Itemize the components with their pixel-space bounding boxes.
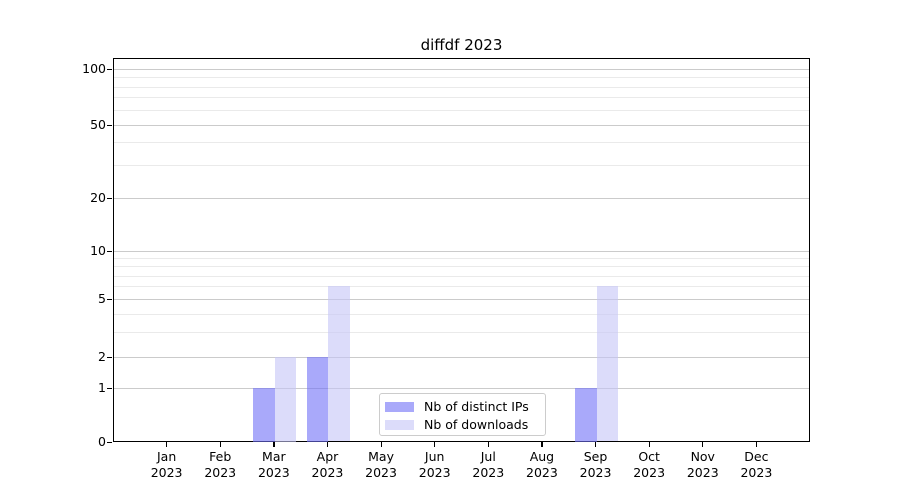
x-tick-label: Nov 2023	[686, 449, 719, 480]
legend-swatch-distinct-ips-icon	[385, 402, 414, 412]
x-tick-mark	[434, 442, 436, 447]
x-tick-label: Dec 2023	[740, 449, 773, 480]
y-tick-label: 2	[98, 349, 106, 364]
x-tick-label: Mar 2023	[257, 449, 290, 480]
minor-gridline	[114, 86, 809, 88]
minor-gridline	[114, 332, 809, 334]
y-tick-mark	[107, 197, 112, 199]
major-gridline	[114, 68, 809, 70]
bar-nb-of-downloads-sep	[596, 286, 619, 442]
x-tick-mark	[166, 442, 168, 447]
x-tick-mark	[648, 442, 650, 447]
major-gridline	[114, 250, 809, 252]
minor-gridline	[114, 313, 809, 315]
x-tick-label: Feb 2023	[204, 449, 237, 480]
bar-nb-of-distinct-ips-mar	[253, 387, 275, 442]
minor-gridline	[114, 258, 809, 260]
bar-nb-of-distinct-ips-sep	[575, 387, 597, 442]
minor-gridline	[114, 109, 809, 111]
y-tick-label: 50	[90, 117, 106, 132]
x-tick-mark	[702, 442, 704, 447]
x-tick-mark	[755, 442, 758, 447]
y-tick-mark	[107, 250, 112, 252]
minor-gridline	[114, 286, 809, 288]
major-gridline	[114, 197, 809, 199]
minor-gridline	[114, 142, 809, 144]
minor-gridline	[114, 165, 809, 167]
x-tick-mark	[541, 442, 543, 447]
x-tick-label: Jul 2023	[472, 449, 505, 480]
major-gridline	[114, 124, 809, 126]
y-tick-label: 1	[98, 380, 106, 395]
bar-nb-of-downloads-mar	[274, 356, 297, 442]
x-tick-mark	[219, 442, 221, 447]
x-tick-label: Sep 2023	[579, 449, 612, 480]
y-tick-mark	[107, 298, 112, 300]
y-tick-label: 0	[98, 434, 106, 449]
x-tick-label: Jan 2023	[150, 449, 183, 480]
y-tick-label: 20	[90, 190, 106, 205]
major-gridline	[114, 387, 809, 389]
minor-gridline	[114, 266, 809, 268]
minor-gridline	[114, 275, 809, 277]
y-tick-mark	[107, 124, 112, 126]
x-tick-label: Oct 2023	[633, 449, 666, 480]
y-tick-mark	[107, 387, 112, 389]
x-tick-mark	[326, 442, 329, 447]
minor-gridline	[114, 97, 809, 99]
legend-item-distinct-ips: Nb of distinct IPs	[385, 398, 539, 416]
x-tick-label: Jun 2023	[418, 449, 451, 480]
legend-item-downloads: Nb of downloads	[385, 416, 539, 434]
y-tick-label: 5	[98, 291, 106, 306]
legend: Nb of distinct IPs Nb of downloads	[379, 393, 546, 436]
y-tick-label: 10	[90, 243, 106, 258]
x-tick-mark	[595, 442, 597, 447]
bar-nb-of-distinct-ips-apr	[306, 356, 329, 442]
x-tick-label: Aug 2023	[526, 449, 558, 480]
major-gridline	[114, 298, 809, 300]
legend-swatch-downloads-icon	[385, 420, 414, 430]
legend-label-distinct-ips: Nb of distinct IPs	[424, 399, 529, 414]
y-tick-mark	[107, 68, 112, 70]
y-tick-label: 100	[82, 61, 106, 76]
minor-gridline	[114, 77, 809, 79]
x-tick-mark	[273, 442, 275, 447]
bar-nb-of-downloads-apr	[328, 286, 350, 442]
x-tick-mark	[487, 442, 489, 447]
x-tick-label: Apr 2023	[311, 449, 344, 480]
legend-label-downloads: Nb of downloads	[424, 417, 529, 432]
y-tick-mark	[107, 441, 112, 443]
major-gridline	[114, 356, 809, 358]
y-tick-mark	[107, 356, 112, 358]
x-tick-label: May 2023	[365, 449, 397, 480]
plot-area	[113, 58, 810, 442]
x-tick-mark	[380, 442, 382, 447]
chart-title: diffdf 2023	[420, 36, 503, 54]
